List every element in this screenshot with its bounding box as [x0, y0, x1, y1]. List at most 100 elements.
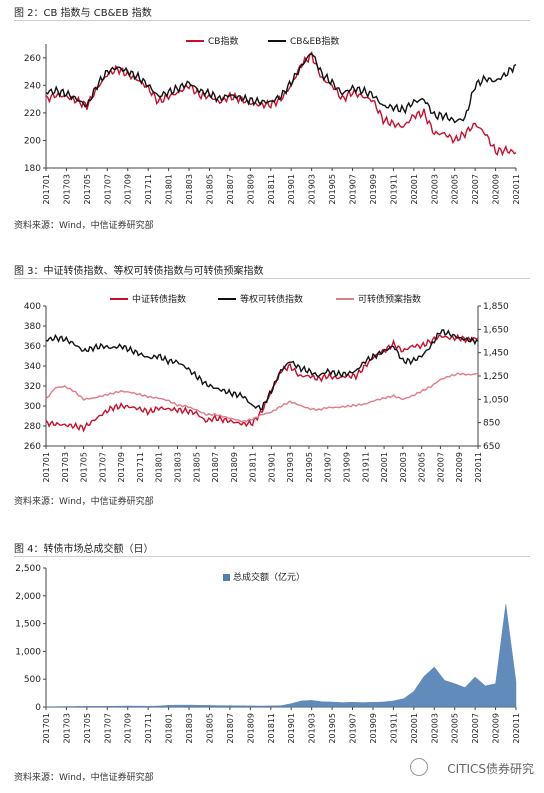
x-tick-label: 201709: [117, 452, 126, 483]
x-tick-label: 202005: [418, 452, 427, 483]
x-tick-label: 201707: [103, 713, 112, 744]
x-tick-label: 201801: [155, 452, 164, 483]
x-tick-label: 201807: [211, 452, 220, 483]
x-tick-label: 201711: [144, 174, 153, 205]
x-tick-label: 202011: [512, 713, 521, 744]
legend-label: 等权可转债指数: [240, 293, 303, 305]
x-tick-label: 201911: [361, 452, 370, 483]
x-tick-label: 201701: [42, 452, 51, 483]
x-tick-label: 201707: [98, 452, 107, 483]
x-tick-label: 201703: [62, 174, 71, 205]
figure-3-caption: 图 3：中证转债指数、等权可转债指数与可转债预案指数: [14, 266, 264, 277]
legend-label: 总成交额（亿元）: [233, 571, 305, 583]
x-tick-label: 202001: [380, 452, 389, 483]
series-line: [45, 372, 479, 423]
legend-label: CB&EB指数: [290, 35, 339, 47]
x-tick-label: 201807: [226, 713, 235, 744]
x-tick-label: 201811: [267, 713, 276, 744]
x-tick-label: 201709: [124, 713, 133, 744]
x-tick-label: 201803: [185, 713, 194, 744]
figure-2-caption: 图 2：CB 指数与 CB&EB 指数: [14, 8, 152, 19]
watermark: CITICS债券研究: [447, 762, 534, 776]
y-tick-label: 500: [24, 675, 41, 685]
y-tick-label: 200: [24, 136, 41, 146]
x-tick-label: 201705: [83, 713, 92, 744]
x-tick-label: 201805: [192, 452, 201, 483]
figure-3-top-rule: [14, 278, 530, 279]
x-tick-label: 201903: [308, 713, 317, 744]
legend-label: 中证转债指数: [132, 293, 186, 305]
convertible-index-chart: 260 280 300 320 340 360 380 400 650 850 1,050 1,250…: [24, 293, 509, 483]
wechat-logo-icon: [410, 758, 428, 776]
y-tick-label: 260: [24, 54, 41, 64]
series-line: [45, 329, 479, 411]
x-tick-label: 201811: [249, 452, 258, 483]
y2-tick-label: 850: [483, 419, 500, 429]
x-tick-label: 201911: [389, 713, 398, 744]
x-tick-label: 201701: [42, 713, 51, 744]
x-tick-label: 201909: [343, 452, 352, 483]
x-tick-label: 201707: [103, 174, 112, 205]
x-tick-label: 201909: [369, 713, 378, 744]
x-tick-label: 201807: [226, 174, 235, 205]
x-tick-label: 202007: [471, 174, 480, 205]
x-tick-label: 201903: [308, 174, 317, 205]
y-tick-label: 2,000: [15, 592, 41, 602]
y-tick-label: 260: [24, 442, 41, 452]
x-tick-label: 201705: [80, 452, 89, 483]
x-tick-label: 202009: [455, 452, 464, 483]
x-tick-label: 202009: [492, 174, 501, 205]
x-tick-label: 201701: [42, 174, 51, 205]
x-tick-label: 201803: [173, 452, 182, 483]
x-tick-label: 201709: [124, 174, 133, 205]
x-tick-label: 201907: [349, 713, 358, 744]
x-tick-label: 201711: [144, 713, 153, 744]
x-tick-label: 201803: [185, 174, 194, 205]
series-area: [45, 604, 517, 708]
x-tick-label: 202003: [430, 713, 439, 744]
y-tick-label: 240: [24, 81, 41, 91]
x-tick-label: 201909: [369, 174, 378, 205]
y2-tick-label: 1,650: [483, 325, 509, 335]
y-tick-label: 360: [24, 342, 41, 352]
y-tick-label: 300: [24, 402, 41, 412]
y-tick-label: 400: [24, 302, 41, 312]
x-tick-label: 201801: [165, 713, 174, 744]
y-tick-label: 320: [24, 382, 41, 392]
x-tick-label: 202011: [474, 452, 483, 483]
x-tick-label: 201809: [246, 713, 255, 744]
y-tick-label: 2,500: [15, 564, 41, 574]
x-tick-label: 201805: [205, 174, 214, 205]
y-tick-label: 0: [35, 703, 41, 713]
turnover-area-chart: 0 500 1,000 1,500 2,000 2,500 201701 201703 2017…: [15, 564, 521, 744]
x-tick-label: 201705: [83, 174, 92, 205]
y-tick-label: 280: [24, 422, 41, 432]
y2-tick-label: 1,050: [483, 395, 509, 405]
x-tick-label: 201905: [328, 174, 337, 205]
y-tick-label: 340: [24, 362, 41, 372]
y2-tick-label: 650: [483, 442, 500, 452]
y-tick-label: 380: [24, 322, 41, 332]
x-tick-label: 201809: [230, 452, 239, 483]
x-tick-label: 202011: [512, 174, 521, 205]
figure-2-top-rule: [14, 20, 530, 21]
legend-swatch: [223, 574, 230, 581]
x-tick-label: 202003: [399, 452, 408, 483]
figure-4-caption: 图 4：转债市场总成交额（日）: [14, 544, 154, 555]
legend-label: 可转债预案指数: [358, 293, 421, 305]
y-tick-label: 180: [24, 164, 41, 174]
x-tick-label: 201811: [267, 174, 276, 205]
y2-tick-label: 1,450: [483, 349, 509, 359]
y-tick-label: 1,500: [15, 620, 41, 630]
x-tick-label: 201809: [246, 174, 255, 205]
x-tick-label: 201903: [286, 452, 295, 483]
x-tick-label: 202005: [451, 174, 460, 205]
x-tick-label: 201907: [324, 452, 333, 483]
cb-index-chart: 180 200 220 240 260 201701 201703 201705 201707 2…: [24, 35, 521, 205]
y2-tick-label: 1,250: [483, 372, 509, 382]
series-line: [45, 50, 517, 157]
figure-4-source: 资料来源：Wind，中信证券研究部: [14, 773, 154, 783]
x-tick-label: 201711: [136, 452, 145, 483]
x-tick-label: 201901: [287, 713, 296, 744]
x-tick-label: 202009: [492, 713, 501, 744]
